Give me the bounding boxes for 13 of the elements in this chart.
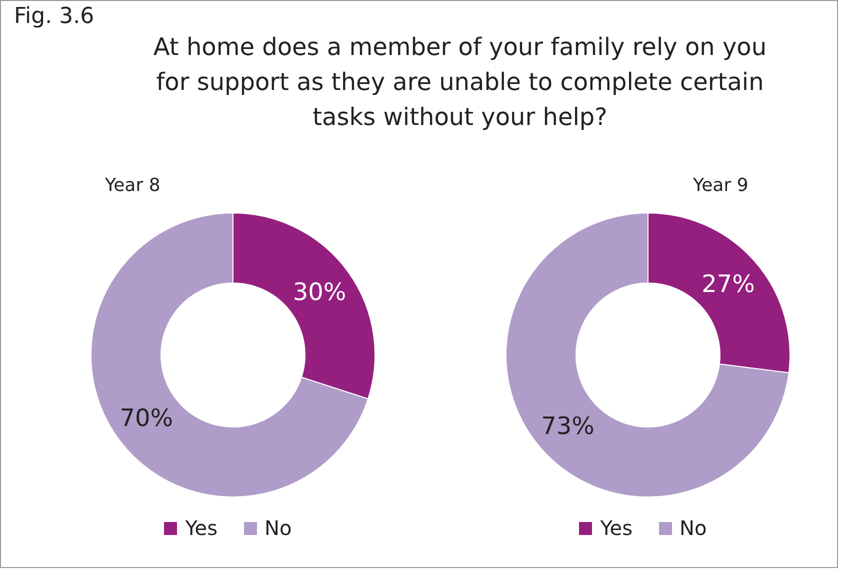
data-label: 30% — [292, 278, 346, 306]
legend-label: Yes — [184, 516, 218, 540]
data-label: 73% — [541, 412, 594, 440]
legend-label: No — [678, 516, 707, 540]
data-label: 27% — [702, 270, 755, 298]
legend-label: No — [264, 516, 292, 540]
legend-label: Yes — [599, 516, 633, 540]
text: At home does a member of your family rely on you for support as they are unable to complete certain tasks without your help? — [152, 32, 768, 133]
chart-subtitle: Year 8 — [105, 175, 160, 196]
caption: Fig. 3.6 — [14, 4, 94, 29]
chart-subtitle: Year 9 — [693, 175, 748, 196]
data-label: 70% — [120, 404, 174, 432]
donut-slice — [506, 212, 790, 498]
